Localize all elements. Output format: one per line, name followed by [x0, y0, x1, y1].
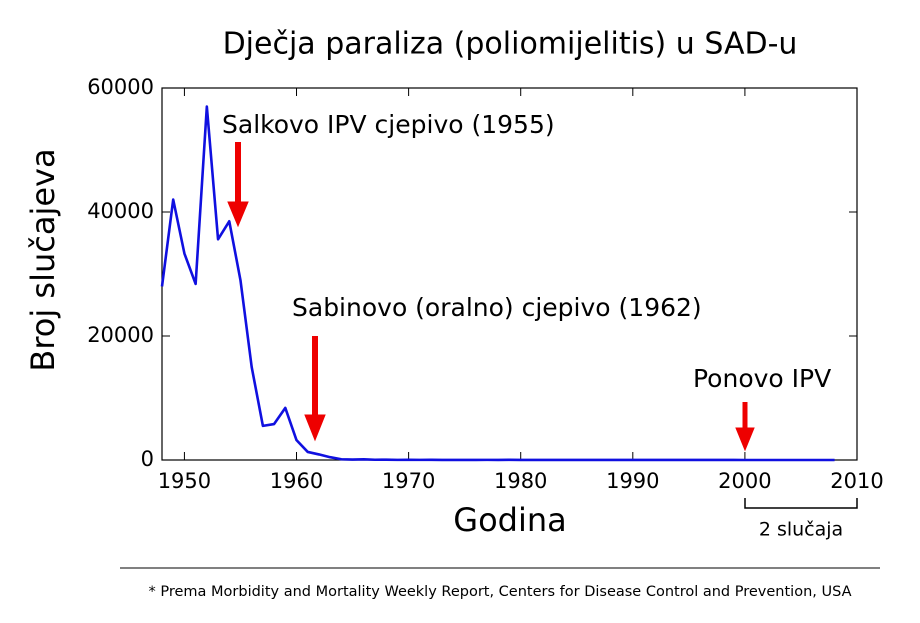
y-tick-label: 60000 — [87, 75, 154, 99]
footnote: * Prema Morbidity and Mortality Weekly R… — [149, 584, 852, 600]
y-axis-label: Broj slučajeva — [24, 148, 62, 371]
y-tick-label: 20000 — [87, 323, 154, 347]
y-tick-label: 0 — [141, 447, 154, 471]
x-tick-label: 1980 — [494, 469, 547, 493]
x-tick-label: 1960 — [270, 469, 323, 493]
y-tick-label: 40000 — [87, 199, 154, 223]
x-tick-label: 1950 — [158, 469, 211, 493]
x-tick-label: 2000 — [718, 469, 771, 493]
x-tick-label: 2010 — [830, 469, 883, 493]
plot-frame — [161, 87, 858, 461]
chart-title: Dječja paraliza (poliomijelitis) u SAD-u — [223, 27, 798, 62]
data-line — [160, 105, 835, 462]
arrows — [227, 142, 755, 452]
x-tick-label: 1990 — [606, 469, 659, 493]
annotation: 2 slučaja — [759, 519, 843, 541]
annotation: Salkovo IPV cjepivo (1955) — [222, 110, 555, 139]
annotation: Ponovo IPV — [693, 364, 831, 393]
x-axis-label: Godina — [453, 501, 566, 539]
x-tick-label: 1970 — [382, 469, 435, 493]
bracket — [744, 498, 858, 509]
annotation: Sabinovo (oralno) cjepivo (1962) — [292, 293, 702, 322]
